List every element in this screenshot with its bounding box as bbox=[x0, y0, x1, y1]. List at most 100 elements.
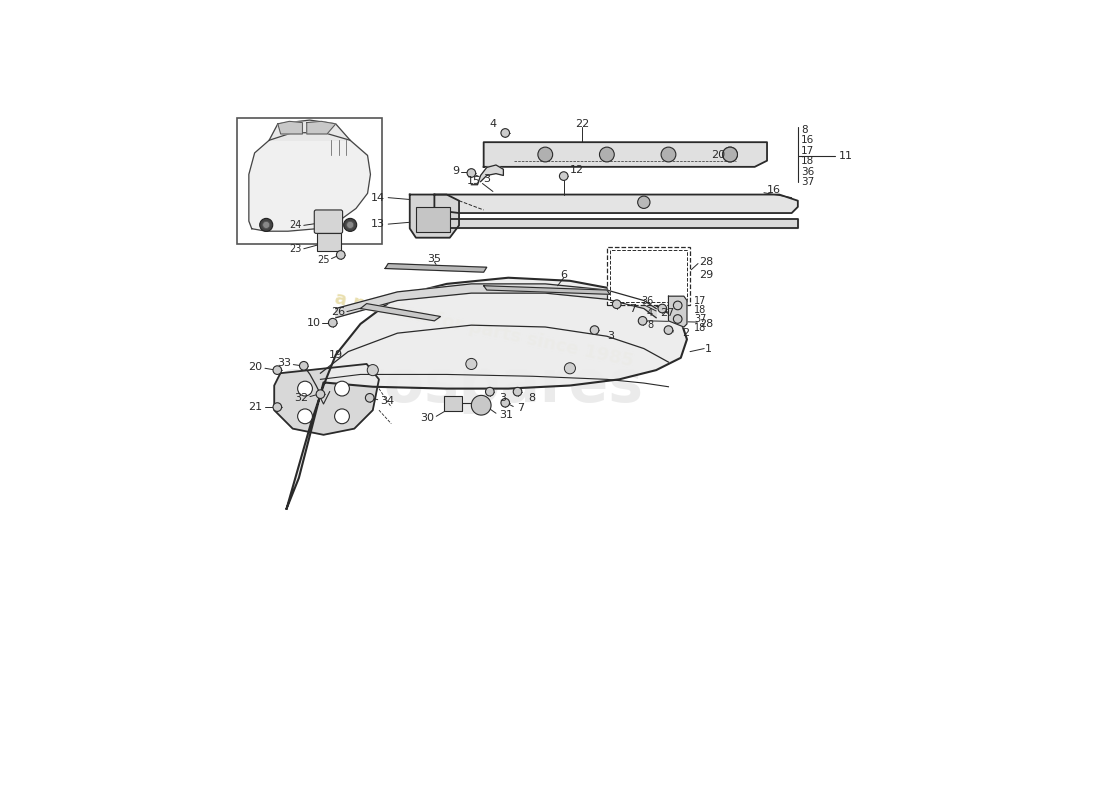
Polygon shape bbox=[669, 296, 686, 327]
Text: 12: 12 bbox=[570, 165, 584, 175]
Circle shape bbox=[514, 387, 521, 396]
Text: 3: 3 bbox=[484, 174, 491, 184]
Text: 15: 15 bbox=[466, 176, 481, 186]
Polygon shape bbox=[270, 120, 367, 155]
Circle shape bbox=[334, 382, 350, 396]
Text: 35: 35 bbox=[428, 254, 441, 264]
Circle shape bbox=[664, 326, 673, 334]
Text: 26: 26 bbox=[331, 306, 345, 317]
Text: 29: 29 bbox=[700, 270, 714, 280]
Text: 8: 8 bbox=[647, 320, 653, 330]
Bar bbox=[443, 396, 462, 411]
Text: 34: 34 bbox=[381, 396, 394, 406]
Circle shape bbox=[298, 409, 312, 424]
Bar bbox=[238, 118, 382, 244]
Circle shape bbox=[661, 147, 675, 162]
Text: 37: 37 bbox=[694, 314, 706, 324]
Bar bbox=[609, 250, 686, 302]
Circle shape bbox=[638, 317, 647, 325]
Text: 7: 7 bbox=[517, 403, 525, 414]
Polygon shape bbox=[409, 194, 459, 238]
Circle shape bbox=[673, 301, 682, 310]
Polygon shape bbox=[274, 364, 378, 434]
Polygon shape bbox=[336, 284, 656, 318]
Text: 32: 32 bbox=[294, 393, 308, 403]
Circle shape bbox=[471, 395, 491, 415]
Circle shape bbox=[723, 147, 737, 162]
Bar bbox=[317, 233, 341, 251]
Circle shape bbox=[329, 318, 337, 327]
Text: 36: 36 bbox=[641, 295, 653, 306]
Polygon shape bbox=[484, 286, 609, 294]
Circle shape bbox=[316, 390, 324, 398]
Circle shape bbox=[600, 147, 614, 162]
Circle shape bbox=[346, 222, 354, 229]
Text: 28: 28 bbox=[700, 319, 714, 329]
Text: a passion for parts since 1985: a passion for parts since 1985 bbox=[332, 290, 635, 370]
Circle shape bbox=[658, 304, 667, 313]
Circle shape bbox=[367, 365, 378, 376]
Text: 6: 6 bbox=[560, 270, 568, 280]
Text: 17: 17 bbox=[801, 146, 814, 156]
Polygon shape bbox=[307, 122, 336, 134]
Text: 36: 36 bbox=[801, 166, 814, 177]
Bar bbox=[416, 207, 450, 231]
Text: 7: 7 bbox=[629, 303, 636, 314]
Circle shape bbox=[613, 300, 621, 309]
Text: 3: 3 bbox=[499, 393, 506, 403]
Polygon shape bbox=[484, 142, 767, 167]
Polygon shape bbox=[361, 303, 440, 321]
Text: 37: 37 bbox=[801, 178, 814, 187]
Circle shape bbox=[485, 387, 494, 396]
Text: 20: 20 bbox=[248, 362, 262, 372]
Circle shape bbox=[560, 172, 568, 180]
Text: 2: 2 bbox=[682, 328, 689, 338]
Circle shape bbox=[500, 129, 509, 138]
Polygon shape bbox=[385, 263, 486, 272]
Text: 25: 25 bbox=[317, 255, 330, 265]
Text: 16: 16 bbox=[801, 135, 814, 146]
Circle shape bbox=[273, 402, 282, 411]
Text: 16: 16 bbox=[767, 185, 781, 194]
Circle shape bbox=[365, 394, 374, 402]
Circle shape bbox=[343, 218, 356, 231]
Circle shape bbox=[263, 222, 270, 229]
Circle shape bbox=[334, 409, 350, 424]
Text: 21: 21 bbox=[248, 402, 262, 412]
Text: 33: 33 bbox=[277, 358, 292, 368]
Circle shape bbox=[298, 382, 312, 396]
Circle shape bbox=[337, 250, 345, 259]
Text: 10: 10 bbox=[307, 318, 320, 328]
Text: 14: 14 bbox=[371, 193, 385, 202]
Bar bbox=[607, 247, 690, 306]
Polygon shape bbox=[434, 194, 798, 213]
Circle shape bbox=[638, 196, 650, 209]
Text: 4: 4 bbox=[490, 118, 496, 129]
Polygon shape bbox=[286, 278, 686, 509]
Polygon shape bbox=[249, 133, 371, 231]
Text: 18: 18 bbox=[694, 305, 706, 314]
Text: 30: 30 bbox=[420, 413, 434, 422]
Text: 24: 24 bbox=[289, 220, 301, 230]
Text: 28: 28 bbox=[700, 258, 714, 267]
Polygon shape bbox=[471, 165, 504, 185]
Circle shape bbox=[273, 366, 282, 374]
Circle shape bbox=[465, 358, 477, 370]
Circle shape bbox=[260, 218, 273, 231]
Text: 20: 20 bbox=[711, 150, 725, 159]
Text: 11: 11 bbox=[839, 151, 854, 161]
Text: 13: 13 bbox=[371, 219, 385, 229]
Circle shape bbox=[564, 362, 575, 374]
Text: 9: 9 bbox=[452, 166, 459, 176]
Text: 22: 22 bbox=[575, 118, 590, 129]
Text: 3: 3 bbox=[607, 331, 614, 342]
Text: 18: 18 bbox=[801, 156, 814, 166]
Circle shape bbox=[500, 398, 509, 407]
Text: 18: 18 bbox=[694, 323, 706, 334]
Text: 31: 31 bbox=[499, 410, 513, 420]
Text: 19: 19 bbox=[329, 350, 343, 360]
Circle shape bbox=[591, 326, 598, 334]
Polygon shape bbox=[278, 122, 303, 134]
Text: 4: 4 bbox=[647, 308, 653, 318]
Circle shape bbox=[299, 362, 308, 370]
